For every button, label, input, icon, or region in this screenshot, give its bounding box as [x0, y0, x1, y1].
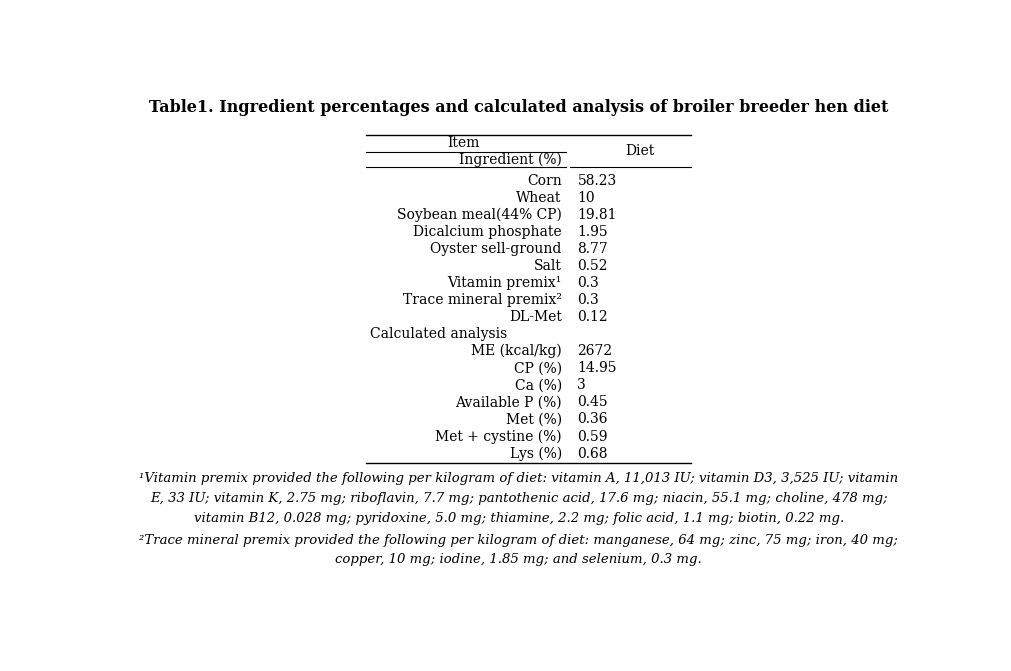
Text: Met + cystine (%): Met + cystine (%) [435, 429, 561, 444]
Text: Soybean meal(44% CP): Soybean meal(44% CP) [396, 207, 561, 222]
Text: Vitamin premix¹: Vitamin premix¹ [447, 276, 561, 290]
Text: 10: 10 [577, 191, 594, 205]
Text: ²Trace mineral premix provided the following per kilogram of diet: manganese, 64: ²Trace mineral premix provided the follo… [140, 533, 897, 547]
Text: 14.95: 14.95 [577, 361, 617, 375]
Text: 0.45: 0.45 [577, 395, 608, 409]
Text: Diet: Diet [625, 144, 654, 158]
Text: ¹Vitamin premix provided the following per kilogram of diet: vitamin A, 11,013 I: ¹Vitamin premix provided the following p… [139, 472, 898, 485]
Text: Ingredient (%): Ingredient (%) [458, 152, 561, 167]
Text: copper, 10 mg; iodine, 1.85 mg; and selenium, 0.3 mg.: copper, 10 mg; iodine, 1.85 mg; and sele… [335, 554, 702, 566]
Text: 19.81: 19.81 [577, 208, 617, 222]
Text: Trace mineral premix²: Trace mineral premix² [402, 293, 561, 307]
Text: Oyster sell-ground: Oyster sell-ground [430, 242, 561, 256]
Text: 0.36: 0.36 [577, 413, 608, 427]
Text: vitamin B12, 0.028 mg; pyridoxine, 5.0 mg; thiamine, 2.2 mg; folic acid, 1.1 mg;: vitamin B12, 0.028 mg; pyridoxine, 5.0 m… [193, 511, 843, 525]
Text: Calculated analysis: Calculated analysis [369, 327, 507, 342]
Text: Wheat: Wheat [516, 191, 561, 205]
Text: DL-Met: DL-Met [509, 310, 561, 324]
Text: 1.95: 1.95 [577, 225, 608, 239]
Text: 0.59: 0.59 [577, 429, 608, 444]
Text: 0.52: 0.52 [577, 259, 608, 273]
Text: 0.12: 0.12 [577, 310, 608, 324]
Text: 2672: 2672 [577, 344, 612, 358]
Text: Lys (%): Lys (%) [509, 446, 561, 461]
Text: Available P (%): Available P (%) [455, 395, 561, 409]
Text: 0.3: 0.3 [577, 293, 599, 307]
Text: Salt: Salt [534, 259, 561, 273]
Text: CP (%): CP (%) [514, 361, 561, 375]
Text: 0.68: 0.68 [577, 447, 608, 460]
Text: Table1. Ingredient percentages and calculated analysis of broiler breeder hen di: Table1. Ingredient percentages and calcu… [149, 99, 888, 115]
Text: 58.23: 58.23 [577, 174, 616, 188]
Text: Dicalcium phosphate: Dicalcium phosphate [412, 225, 561, 239]
Text: ME (kcal/kg): ME (kcal/kg) [470, 344, 561, 358]
Text: Corn: Corn [527, 174, 561, 188]
Text: E, 33 IU; vitamin K, 2.75 mg; riboflavin, 7.7 mg; pantothenic acid, 17.6 mg; nia: E, 33 IU; vitamin K, 2.75 mg; riboflavin… [150, 492, 887, 505]
Text: 0.3: 0.3 [577, 276, 599, 290]
Text: Ca (%): Ca (%) [514, 378, 561, 393]
Text: 8.77: 8.77 [577, 242, 608, 256]
Text: 3: 3 [577, 378, 585, 393]
Text: Item: Item [447, 136, 479, 150]
Text: Met (%): Met (%) [506, 413, 561, 427]
